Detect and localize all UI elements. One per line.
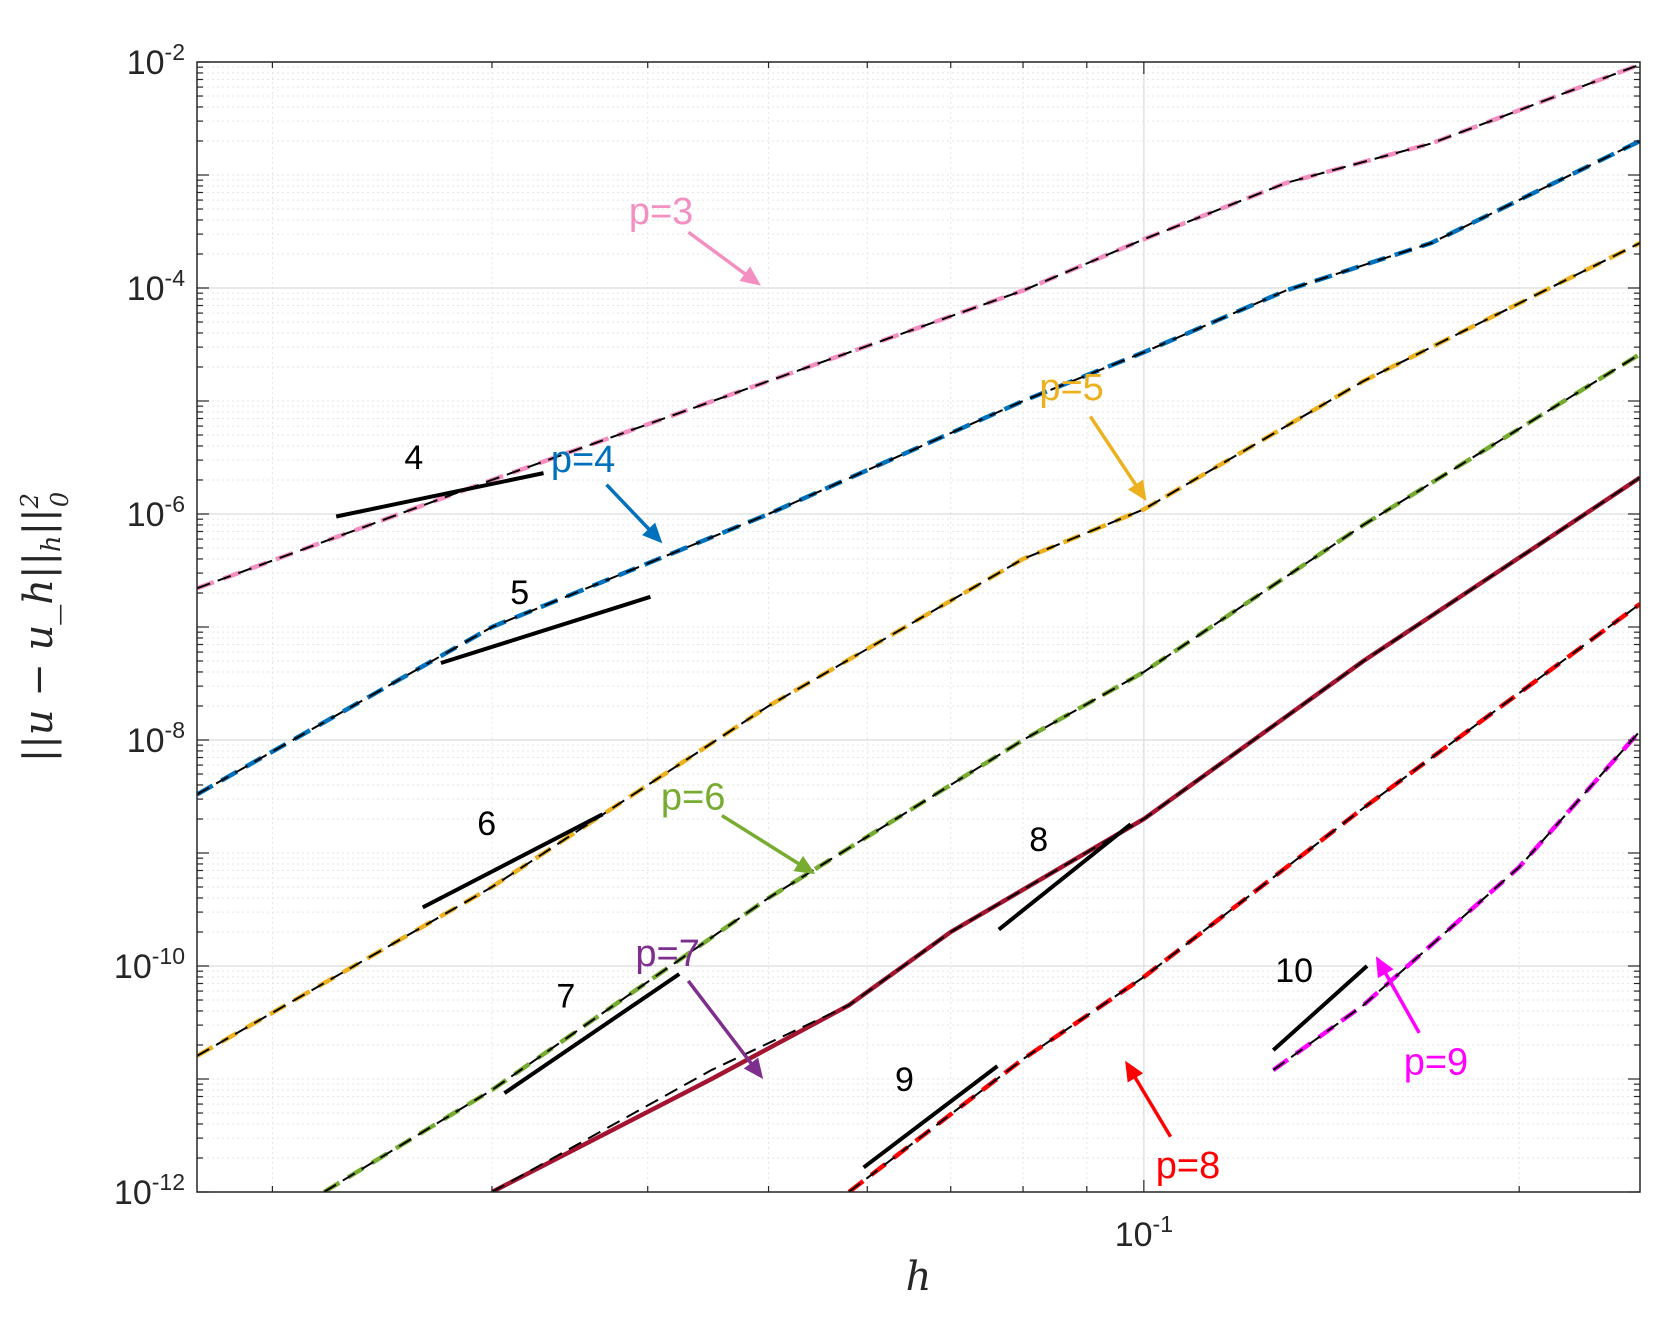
y-tick-label: 10-4 (127, 265, 185, 308)
annotation-arrow-head (1125, 1060, 1144, 1083)
slope-line (1271, 964, 1369, 1052)
series-annotation-label: p=9 (1404, 1041, 1468, 1083)
y-tick-label: 10-12 (114, 1169, 185, 1212)
series-annotation-label: p=5 (1039, 367, 1103, 409)
slope-line (335, 471, 544, 519)
y-tick-label: 10-6 (127, 491, 185, 534)
slope-line (503, 972, 681, 1095)
annotation-arrow-shaft (1088, 415, 1140, 489)
slope-line (862, 1064, 999, 1170)
annotation-arrow-head (1128, 479, 1147, 502)
slope-label: 5 (510, 574, 529, 612)
annotation-arrow-shaft (686, 979, 755, 1068)
series-layer (197, 62, 1640, 1192)
y-tick-label: 10-8 (127, 717, 185, 760)
slope-label: 7 (556, 978, 575, 1016)
slope-label: 6 (477, 805, 496, 843)
axis-ticks: 10-2 10-4 10-6 10-8 10-10 10-12 10-1 (114, 39, 1640, 1254)
annotation-arrow-head (739, 266, 761, 286)
slope-label: 10 (1275, 952, 1313, 990)
x-tick-label: 10-1 (1115, 1211, 1173, 1254)
annotation-arrow-head (642, 522, 663, 544)
slope-label: 9 (895, 1061, 914, 1099)
minor-grid (197, 62, 1640, 1192)
reference-line (197, 63, 1640, 590)
slope-line (421, 812, 604, 910)
y-tick-label: 10-2 (127, 39, 185, 82)
x-axis-label: h (906, 1254, 932, 1300)
annotation-arrow-head (743, 1057, 764, 1079)
annotation-arrow-shaft (721, 814, 803, 868)
slope-line (440, 594, 652, 665)
annotation-arrow-shaft (1382, 969, 1421, 1034)
reference-line (1272, 730, 1640, 1071)
series-annotation-label: p=7 (635, 933, 699, 975)
series-annotation-label: p=4 (551, 439, 615, 481)
annotation-arrow-shaft (687, 230, 750, 278)
annotation-arrow-head (1375, 956, 1394, 979)
reference-line (197, 140, 1640, 796)
slope-triangles: 4 5 6 7 8 9 10 (335, 439, 1369, 1170)
y-axis-label: ||u − u_h||h||20 (16, 492, 74, 762)
series-annotation-label: p=8 (1156, 1145, 1220, 1187)
slope-label: 4 (404, 439, 423, 477)
annotation-arrow-head (793, 855, 816, 875)
slope-line (997, 822, 1132, 932)
slope-label: 8 (1029, 821, 1048, 859)
annotation-arrow-shaft (1131, 1073, 1173, 1138)
series-annotations: p=3 p=4 p=5 p=6 p=7 p=8 p=9 (551, 191, 1468, 1187)
series-annotation-label: p=6 (661, 776, 725, 818)
series-annotation-label: p=3 (629, 191, 693, 233)
annotation-arrow-shaft (605, 483, 653, 533)
y-tick-label: 10-10 (114, 943, 185, 986)
